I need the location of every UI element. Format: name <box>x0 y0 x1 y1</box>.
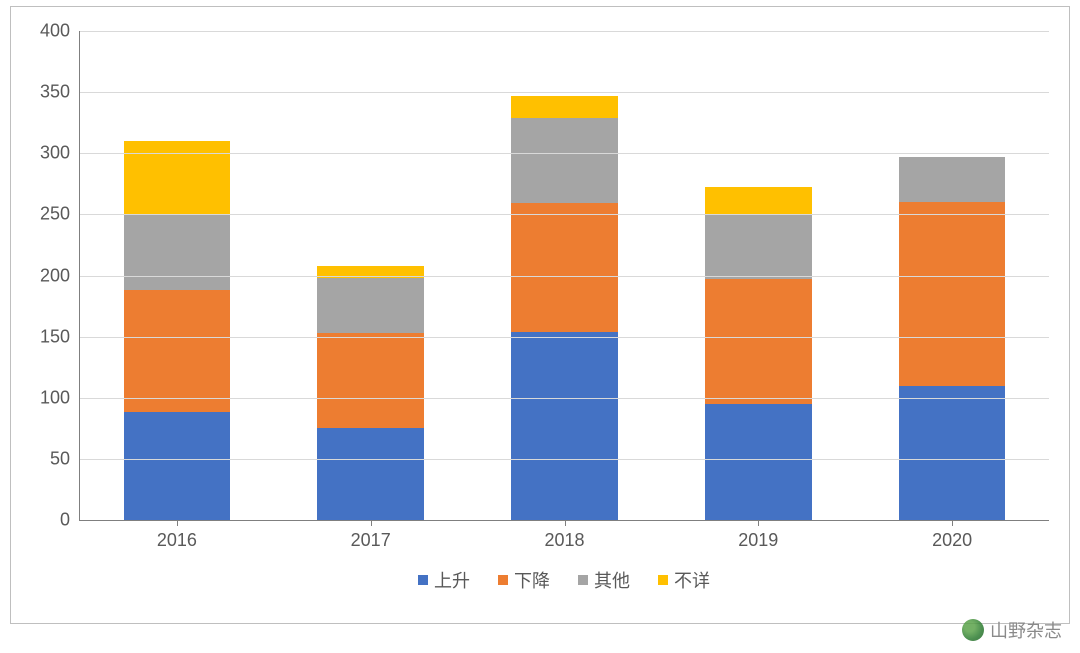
bar-segment-s_other <box>511 118 618 204</box>
y-tick-label: 50 <box>50 448 80 469</box>
watermark: 山野杂志 <box>962 617 1062 643</box>
plot-area: 0501001502002503003504002016201720182019… <box>79 31 1049 521</box>
legend-swatch <box>578 575 588 585</box>
y-tick-label: 400 <box>40 21 80 42</box>
grid-line <box>80 31 1049 32</box>
watermark-text: 山野杂志 <box>990 617 1062 643</box>
bar-segment-s_down <box>705 279 812 404</box>
bar-segment-s_up <box>317 428 424 520</box>
legend-item-s_up: 上升 <box>418 567 470 593</box>
legend-swatch <box>498 575 508 585</box>
bar-segment-s_down <box>317 333 424 428</box>
legend-swatch <box>658 575 668 585</box>
legend-swatch <box>418 575 428 585</box>
bar-segment-s_up <box>705 404 812 520</box>
y-tick-label: 0 <box>60 510 80 531</box>
chart-frame: 0 50 100 150 200 250 300 350 400 2016 2017 2018 2019… <box>10 6 1070 624</box>
bar-segment-s_down <box>511 203 618 331</box>
legend: 上升 下降 其他 不详 <box>79 567 1049 593</box>
bar-segment-s_other <box>705 214 812 279</box>
grid-line <box>80 214 1049 215</box>
bar-segment-s_unknown <box>511 96 618 118</box>
legend-item-s_unknown: 不详 <box>658 567 710 593</box>
bar-segment-s_other <box>899 157 1006 202</box>
grid-line <box>80 398 1049 399</box>
x-tick-label: 2018 <box>544 520 584 551</box>
x-tick-label: 2019 <box>738 520 778 551</box>
legend-label: 不详 <box>674 567 710 593</box>
bar-segment-s_up <box>899 386 1006 520</box>
legend-label: 其他 <box>594 567 630 593</box>
bar-segment-s_up <box>124 412 231 520</box>
bar-segment-s_unknown <box>705 187 812 214</box>
y-tick-label: 200 <box>40 265 80 286</box>
grid-line <box>80 153 1049 154</box>
x-tick-label: 2016 <box>157 520 197 551</box>
y-tick-label: 300 <box>40 143 80 164</box>
y-tick-label: 350 <box>40 82 80 103</box>
x-tick-label: 2017 <box>351 520 391 551</box>
bar-segment-s_up <box>511 332 618 520</box>
grid-line <box>80 459 1049 460</box>
y-tick-label: 150 <box>40 326 80 347</box>
bar-segment-s_other <box>317 278 424 333</box>
y-tick-label: 100 <box>40 387 80 408</box>
legend-item-s_other: 其他 <box>578 567 630 593</box>
grid-line <box>80 337 1049 338</box>
plot-wrap: 0501001502002503003504002016201720182019… <box>79 31 1049 521</box>
bar-segment-s_down <box>899 202 1006 385</box>
y-tick-label: 250 <box>40 204 80 225</box>
x-tick-label: 2020 <box>932 520 972 551</box>
legend-label: 上升 <box>434 567 470 593</box>
bar-segment-s_down <box>124 290 231 412</box>
grid-line <box>80 92 1049 93</box>
grid-line <box>80 276 1049 277</box>
legend-label: 下降 <box>514 567 550 593</box>
bar-segment-s_unknown <box>124 141 231 214</box>
wechat-icon <box>962 619 984 641</box>
bar-segment-s_other <box>124 214 231 290</box>
legend-item-s_down: 下降 <box>498 567 550 593</box>
